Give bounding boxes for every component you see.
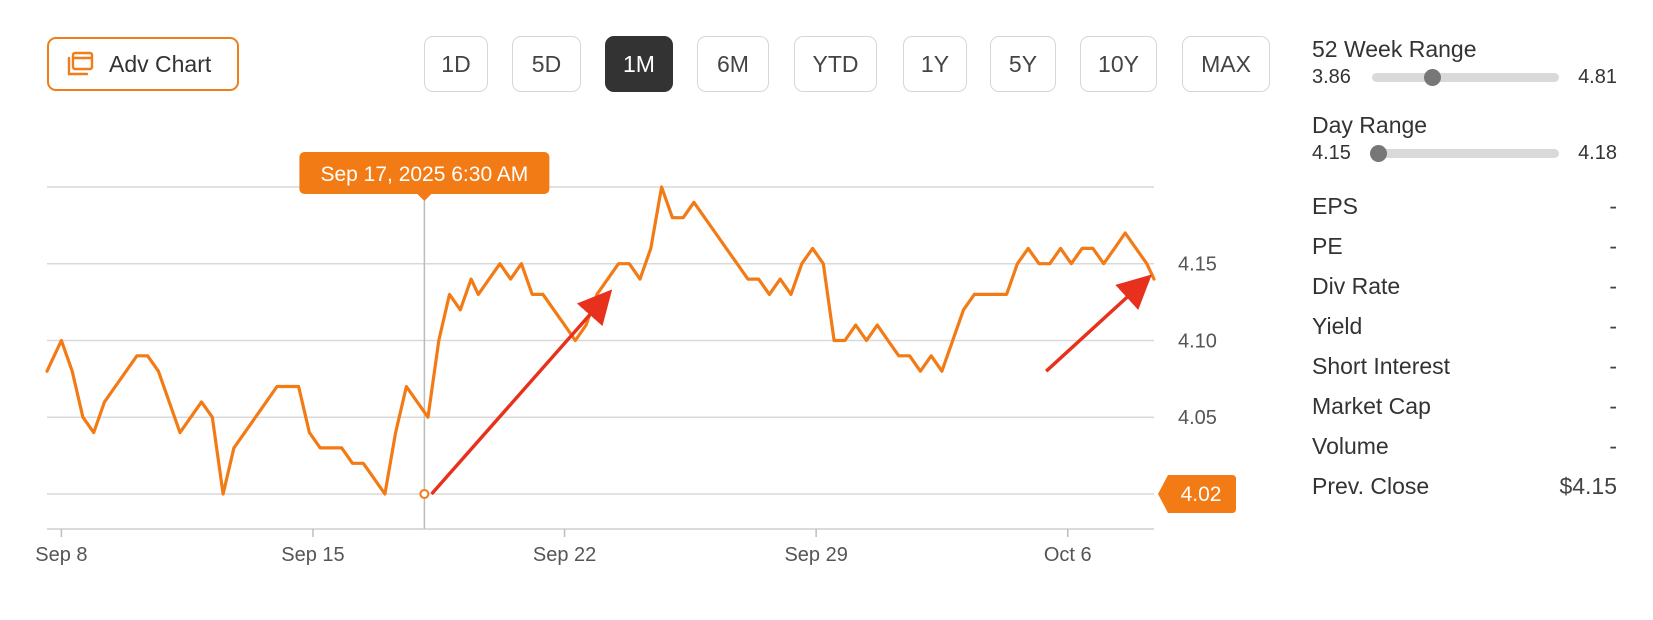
stat-row-prev-close: Prev. Close $4.15 xyxy=(1312,466,1617,506)
range-button-10y[interactable]: 10Y xyxy=(1080,36,1157,92)
x-tick-label: Sep 8 xyxy=(35,544,87,566)
stat-value: $4.15 xyxy=(1559,472,1617,499)
day-high: 4.18 xyxy=(1578,141,1617,164)
x-tick-label: Oct 6 xyxy=(1044,544,1092,566)
y-tick-label: 4.05 xyxy=(1178,407,1217,429)
x-tick-label: Sep 29 xyxy=(784,544,847,566)
week52-low: 3.86 xyxy=(1312,65,1351,88)
stat-label: Volume xyxy=(1312,432,1389,459)
stat-list: EPS - PE - Div Rate - Yield - Short Interest… xyxy=(1312,186,1617,506)
day-low: 4.15 xyxy=(1312,141,1351,164)
current-price-label: 4.02 xyxy=(1181,483,1222,506)
stat-label: EPS xyxy=(1312,192,1359,219)
stat-label: Div Rate xyxy=(1312,272,1401,299)
range-button-1y[interactable]: 1Y xyxy=(903,36,967,92)
stat-row-yield: Yield - xyxy=(1312,306,1617,346)
range-button-5d[interactable]: 5D xyxy=(512,36,581,92)
tooltip-pointer xyxy=(417,194,432,201)
range-button-max[interactable]: MAX xyxy=(1182,36,1270,92)
current-price-tag xyxy=(1158,474,1236,513)
y-tick-label: 4.10 xyxy=(1178,330,1217,352)
annotation-arrow xyxy=(430,289,613,496)
stat-label: Market Cap xyxy=(1312,392,1431,419)
stat-row-volume: Volume - xyxy=(1312,426,1617,466)
crosshair-dot xyxy=(419,488,430,499)
chart-windows-icon xyxy=(65,50,95,78)
day-range-track xyxy=(1369,144,1559,162)
adv-chart-label: Adv Chart xyxy=(109,50,212,77)
stat-value: - xyxy=(1609,192,1617,219)
week52-range-title: 52 Week Range xyxy=(1312,36,1477,62)
x-tick-label: Sep 15 xyxy=(281,544,344,566)
range-button-6m[interactable]: 6M xyxy=(697,36,769,92)
week52-high: 4.81 xyxy=(1578,65,1617,88)
range-button-ytd[interactable]: YTD xyxy=(794,36,877,92)
stat-row-div-rate: Div Rate - xyxy=(1312,266,1617,306)
stat-label: Prev. Close xyxy=(1312,472,1430,499)
stat-value: - xyxy=(1609,392,1617,419)
stat-value: - xyxy=(1609,232,1617,259)
x-tick-label: Sep 22 xyxy=(533,544,596,566)
stat-label: PE xyxy=(1312,232,1343,259)
stat-row-pe: PE - xyxy=(1312,226,1617,266)
day-range-title: Day Range xyxy=(1312,112,1428,138)
stats-panel: 52 Week Range 3.86 4.81 Day Range 4.15 4… xyxy=(1312,34,1617,506)
y-tick-label: 4.15 xyxy=(1178,254,1217,276)
tooltip-box xyxy=(299,152,550,194)
annotation-arrow xyxy=(1045,274,1152,373)
stat-value: - xyxy=(1609,432,1617,459)
stat-value: - xyxy=(1609,272,1617,299)
range-button-5y[interactable]: 5Y xyxy=(990,36,1056,92)
adv-chart-button[interactable]: Adv Chart xyxy=(47,37,239,91)
range-button-1m[interactable]: 1M xyxy=(605,36,673,92)
stat-row-short-interest: Short Interest - xyxy=(1312,346,1617,386)
day-range-marker xyxy=(1369,144,1387,162)
day-range: Day Range 4.15 4.18 xyxy=(1312,110,1617,166)
stat-value: - xyxy=(1609,312,1617,339)
range-button-1d[interactable]: 1D xyxy=(424,36,488,92)
week52-range-track xyxy=(1372,68,1559,86)
week52-range: 52 Week Range 3.86 4.81 xyxy=(1312,34,1617,90)
stat-label: Yield xyxy=(1312,312,1363,339)
stat-row-market-cap: Market Cap - xyxy=(1312,386,1617,426)
stat-row-eps: EPS - xyxy=(1312,186,1617,226)
stat-value: - xyxy=(1609,352,1617,379)
week52-range-marker xyxy=(1423,68,1441,86)
stat-label: Short Interest xyxy=(1312,352,1451,379)
tooltip-label: Sep 17, 2025 6:30 AM xyxy=(320,163,528,186)
